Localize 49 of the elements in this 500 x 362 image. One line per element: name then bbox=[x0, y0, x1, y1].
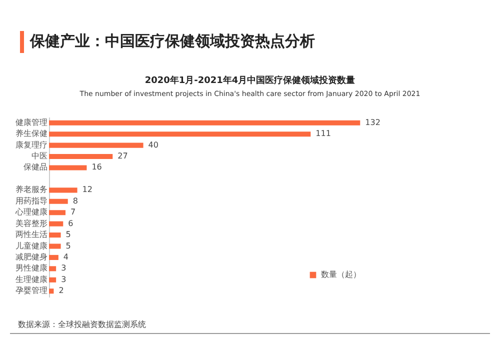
bar bbox=[49, 232, 61, 238]
y-tick-label: 康复理疗 bbox=[16, 140, 48, 150]
y-tick-label: 美容整形 bbox=[16, 218, 48, 228]
y-tick-label: 健康管理 bbox=[16, 118, 48, 127]
data-label: 40 bbox=[148, 140, 158, 150]
y-tick-label: 中医 bbox=[32, 152, 48, 161]
data-label: 4 bbox=[63, 252, 69, 262]
data-label: 5 bbox=[66, 230, 71, 240]
data-label: 3 bbox=[61, 264, 66, 273]
y-tick-label: 儿童健康 bbox=[16, 241, 48, 250]
bar bbox=[49, 198, 68, 204]
bar bbox=[49, 277, 56, 282]
bar bbox=[49, 221, 64, 226]
bar bbox=[49, 288, 54, 294]
data-label: 12 bbox=[82, 185, 92, 194]
y-tick-label: 生理健康 bbox=[16, 274, 48, 284]
data-label: 27 bbox=[118, 152, 128, 161]
bar bbox=[49, 244, 61, 249]
bar bbox=[49, 165, 87, 170]
y-tick-label: 保健品 bbox=[24, 162, 48, 172]
data-label: 3 bbox=[61, 274, 66, 284]
y-tick-label: 男性健康 bbox=[16, 264, 48, 273]
data-label: 8 bbox=[72, 196, 78, 206]
bar bbox=[49, 266, 56, 272]
legend-label: 数量（起） bbox=[321, 270, 361, 279]
bar bbox=[49, 188, 78, 193]
source-note: 数据来源：全球投融资数据监测系统 bbox=[18, 319, 146, 330]
data-label: 16 bbox=[92, 162, 102, 172]
data-label: 132 bbox=[365, 118, 380, 127]
y-tick-label: 用药指导 bbox=[16, 196, 48, 206]
chart-title: 保健产业：中国医疗保健领域投资热点分析 bbox=[30, 32, 315, 51]
y-tick-label: 养生保健 bbox=[16, 129, 48, 138]
chart-subtitle: 2020年1月-2021年4月中国医疗保健领域投资数量 bbox=[144, 74, 356, 87]
y-tick-label: 减肥健身 bbox=[16, 252, 48, 262]
bar bbox=[49, 210, 66, 216]
data-label: 7 bbox=[70, 208, 76, 217]
data-label: 111 bbox=[316, 129, 331, 138]
bar bbox=[49, 154, 113, 160]
y-tick-label: 孕婴管理 bbox=[16, 286, 48, 296]
y-tick-label: 两性生活 bbox=[16, 230, 48, 240]
data-label: 5 bbox=[66, 241, 71, 250]
y-tick-label: 养老服务 bbox=[16, 185, 48, 194]
y-tick-label: 心理健康 bbox=[14, 208, 48, 217]
data-label: 2 bbox=[58, 286, 64, 296]
bar bbox=[49, 120, 360, 126]
data-label: 6 bbox=[68, 218, 74, 228]
bar bbox=[49, 254, 58, 260]
bar bbox=[49, 142, 144, 148]
bar bbox=[49, 132, 311, 137]
